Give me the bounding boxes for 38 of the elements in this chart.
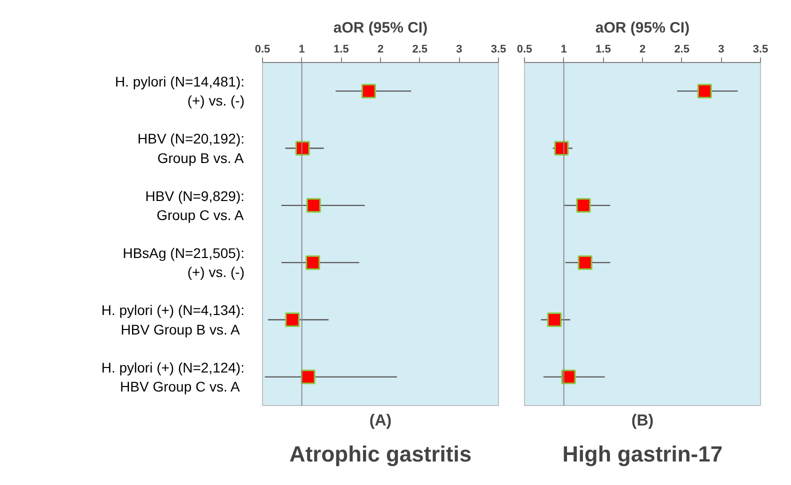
x-tick-label: 1.5 [596, 44, 611, 56]
x-tick-label: 2 [377, 44, 384, 56]
y-tick-label: HBV (N=20,192): Group B vs. A [138, 130, 245, 166]
point [306, 198, 321, 213]
x-tick-label: 3 [718, 44, 724, 56]
point [361, 84, 376, 98]
point [295, 141, 310, 156]
point [547, 312, 562, 327]
point [554, 141, 569, 156]
x-axis-title: aOR (95% CI) [595, 20, 690, 36]
point [306, 255, 320, 270]
x-tick-label: 3 [456, 44, 462, 56]
x-tick-label: 2.5 [674, 44, 690, 56]
x-tick-label: 3.5 [752, 44, 768, 56]
x-tick-label: 3.5 [490, 44, 506, 56]
text: Atrophic gastritis [289, 442, 472, 466]
point [561, 370, 576, 384]
point [576, 198, 591, 213]
y-tick-label: HBV (N=9,829): Group C vs. A [145, 188, 245, 224]
text: (B) [631, 412, 654, 430]
x-tick-label: 0.5 [254, 44, 270, 56]
x-tick-label: 1 [298, 44, 305, 56]
y-tick-label: H. pylori (+) (N=2,124): HBV Group C vs. A [101, 359, 245, 395]
x-tick-label: 1 [560, 44, 567, 56]
text: (A) [369, 412, 392, 430]
point [697, 84, 712, 98]
x-axis-title: aOR (95% CI) [333, 20, 428, 36]
x-tick-label: 1.5 [334, 44, 349, 56]
point [578, 255, 592, 270]
x-tick-label: 2 [639, 44, 646, 56]
point [300, 370, 316, 384]
point [285, 312, 300, 327]
x-tick-label: 0.5 [516, 44, 532, 56]
y-tick-label: H. pylori (N=14,481): (+) vs. (-) [114, 73, 245, 109]
y-tick-label: H. pylori (+) (N=4,134): HBV Group B vs. A [101, 302, 245, 338]
y-tick-label: HBsAg (N=21,505): (+) vs. (-) [122, 244, 245, 280]
text: High gastrin-17 [562, 442, 723, 466]
x-tick-label: 2.5 [412, 44, 428, 56]
